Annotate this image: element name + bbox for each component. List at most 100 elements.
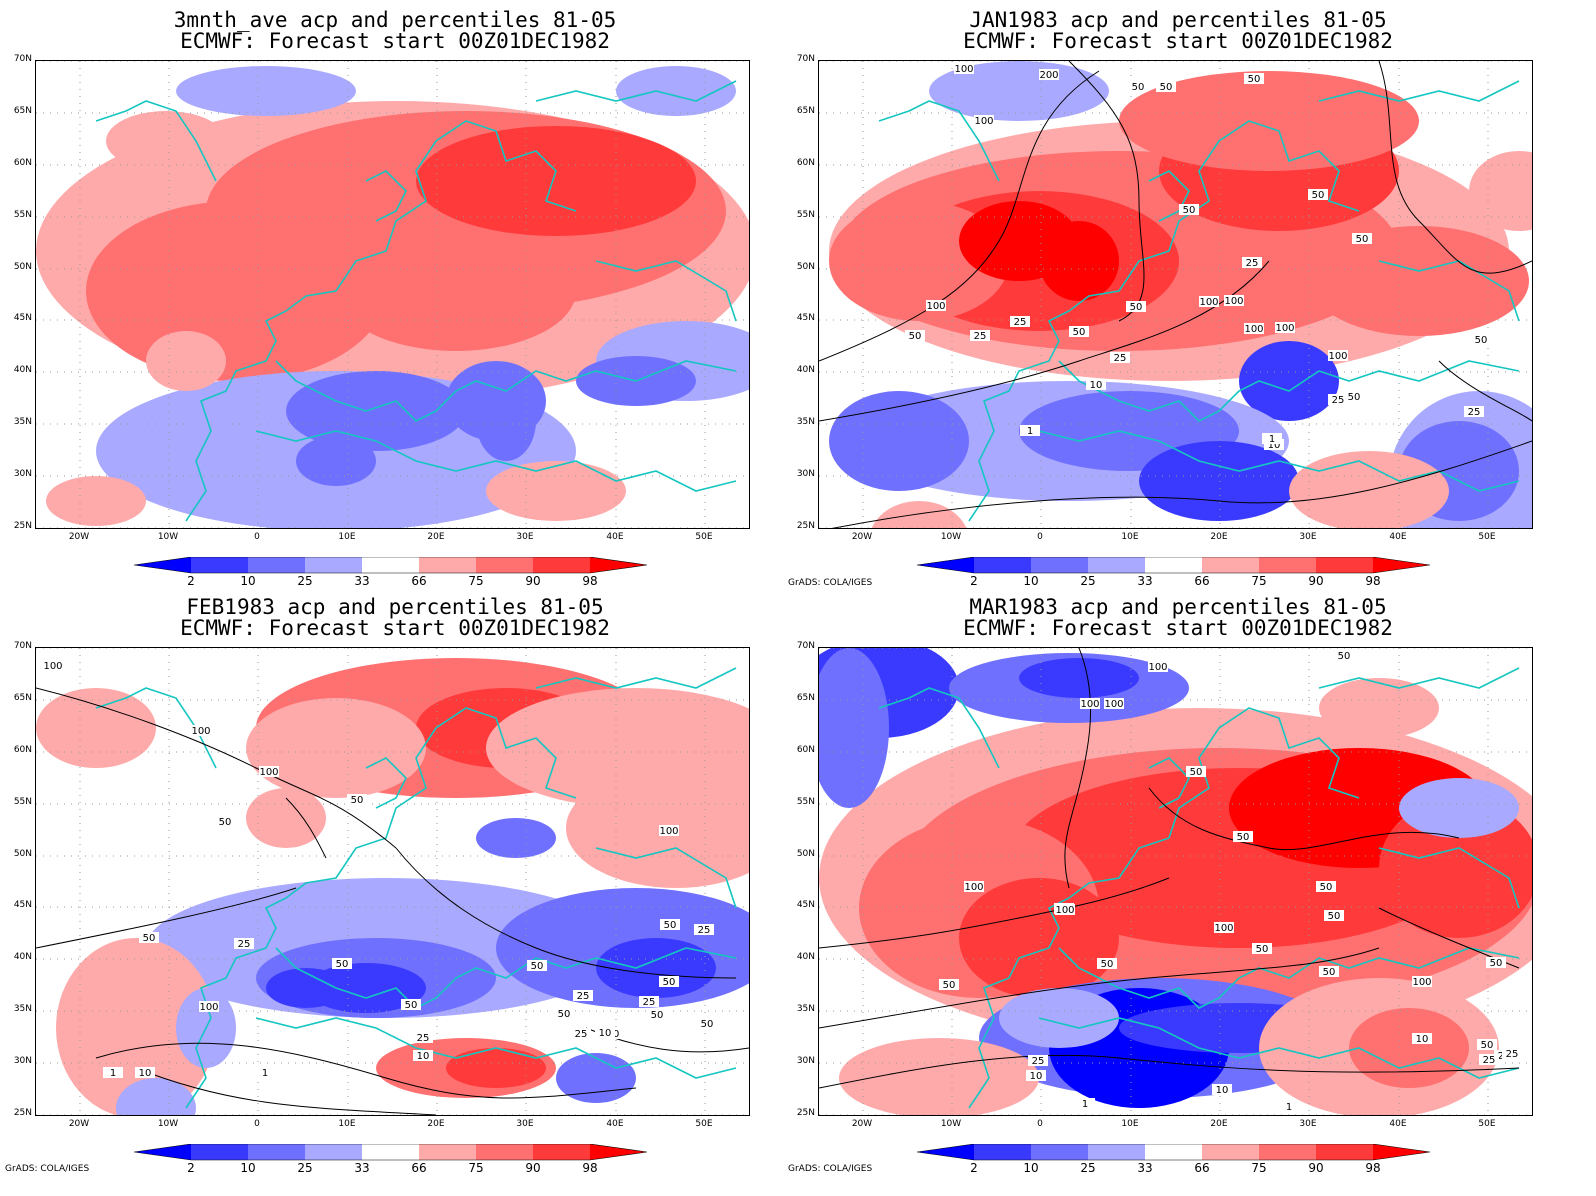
colorbar-label: 75 [468,574,484,588]
wet-anomaly-region [56,938,216,1115]
panel-title-line1: 3mnth_ave acp and percentiles 81-05 [173,8,617,32]
contour-label-bg [694,924,714,935]
longitude-tick-label: 50E [695,1119,713,1129]
dry-anomaly-region [999,988,1119,1048]
coastline [1148,170,1190,222]
contour-label-bg [1275,322,1295,333]
contour-label: 50 [1481,1040,1494,1051]
wet-anomaly-region [1349,1008,1469,1088]
colorbar-label: 90 [1308,574,1324,588]
colorbar-segment [1031,1144,1088,1160]
dry-anomaly-region [556,1053,636,1103]
colorbar-segment [1145,1144,1202,1160]
contour-line [1148,787,1460,851]
longitude-tick-label: 20W [851,1119,873,1129]
panel-title-line2: ECMWF: Forecast start 00Z01DEC1982 [963,616,1393,640]
colorbar-label: 25 [297,574,313,588]
latitude-tick-label: 25N [796,1108,815,1118]
contour-label-bg [1028,1055,1048,1066]
coastline [1038,430,1520,492]
coastline [968,707,1360,1109]
contour-label: 25 [974,331,987,342]
latitude-tick-label: 30N [13,469,32,479]
wet-anomaly-region [1039,221,1119,301]
contour-label-bg [1104,698,1124,709]
longitude-tick-label: 20E [427,1119,445,1129]
longitude-tick-label: 20W [68,532,90,542]
contour-label-bg [554,1008,574,1019]
colorbar-label: 2 [970,1161,978,1175]
colorbar-segment [362,1144,419,1160]
latitude-tick-label: 55N [13,797,32,807]
contour-label-bg [1319,966,1339,977]
contour-label-bg [1471,334,1491,345]
longitude-tick-label: 0 [1037,1119,1043,1129]
longitude-tick-label: 50E [1478,532,1496,542]
contour-label: 100 [954,64,973,75]
contour-label-bg [1212,1084,1232,1095]
contour-label: 100 [1055,905,1074,916]
latitude-tick-label: 60N [796,745,815,755]
wet-anomaly-region [336,231,576,351]
panel-title-line1: JAN1983 acp and percentiles 81-05 [969,8,1387,32]
colorbar-arrow-right [1373,1144,1430,1160]
contour-label-bg [199,1001,219,1012]
contour-label: 100 [1328,351,1347,362]
longitude-tick-label: 10W [940,1119,962,1129]
contour-label: 50 [664,920,677,931]
latitude-tick-label: 55N [796,797,815,807]
contour-label: 50 [1356,234,1369,245]
contour-line [819,947,1380,1029]
colorbar-segment [1088,557,1145,573]
contour-label-bg [1179,204,1199,215]
contour-label-bg [139,932,159,943]
contour-label-bg [1316,881,1336,892]
map-canvas: 50 100 100 100 50 100 50 50 100 100 100 50 50 50 50 50 5… [819,648,1532,1115]
dry-anomaly-region [476,381,536,461]
longitude-tick-label: 50E [1478,1119,1496,1129]
colorbar-label: 25 [297,1161,313,1175]
latitude-tick-label: 35N [796,1004,815,1014]
map-plot-area [35,60,750,529]
latitude-tick-label: 25N [796,521,815,531]
contour-label: 50 [1248,74,1261,85]
contour-label-bg [1233,831,1253,842]
contour-label: 50 [219,817,232,828]
contour-label: 50 [1256,944,1269,955]
contour-label: 25 [575,1029,588,1040]
longitude-tick-label: 20E [1210,532,1228,542]
contour-label: 50 [1320,882,1333,893]
panel-title-line2: ECMWF: Forecast start 00Z01DEC1982 [963,29,1393,53]
contour-label: 50 [143,933,156,944]
wet-anomaly-region [566,768,749,888]
coastline [968,120,1360,522]
colorbar-label: 66 [411,574,427,588]
latitude-tick-label: 30N [13,1056,32,1066]
colorbar-label: 98 [582,1161,598,1175]
coastline [535,80,737,102]
contour-label-bg [1352,233,1372,244]
coastline [1318,80,1520,102]
contour-label-bg [1244,323,1264,334]
longitude-tick-label: 0 [254,532,260,542]
contour-line [285,797,327,859]
contour-label: 50 [943,980,956,991]
contour-label-bg [1242,257,1262,268]
colorbar-segment [1202,1144,1259,1160]
colorbar-label: 75 [1251,1161,1267,1175]
contour-label-bg [1148,661,1168,672]
contour-label: 50 [1338,651,1351,662]
latitude-tick-label: 50N [13,262,32,272]
contour-label: 100 [1275,323,1294,334]
colorbar-label: 33 [354,1161,370,1175]
wet-anomaly-region [36,688,156,768]
wet-anomaly-region [871,501,967,528]
contour-label-bg [1477,1039,1497,1050]
longitude-tick-label: 10W [157,532,179,542]
dry-anomaly-region [1019,658,1139,698]
contour-line [819,260,1270,422]
contour-line [1438,360,1532,422]
colorbar-label: 98 [1365,574,1381,588]
contour-label-bg [1334,650,1354,661]
longitude-tick-label: 50E [695,532,713,542]
